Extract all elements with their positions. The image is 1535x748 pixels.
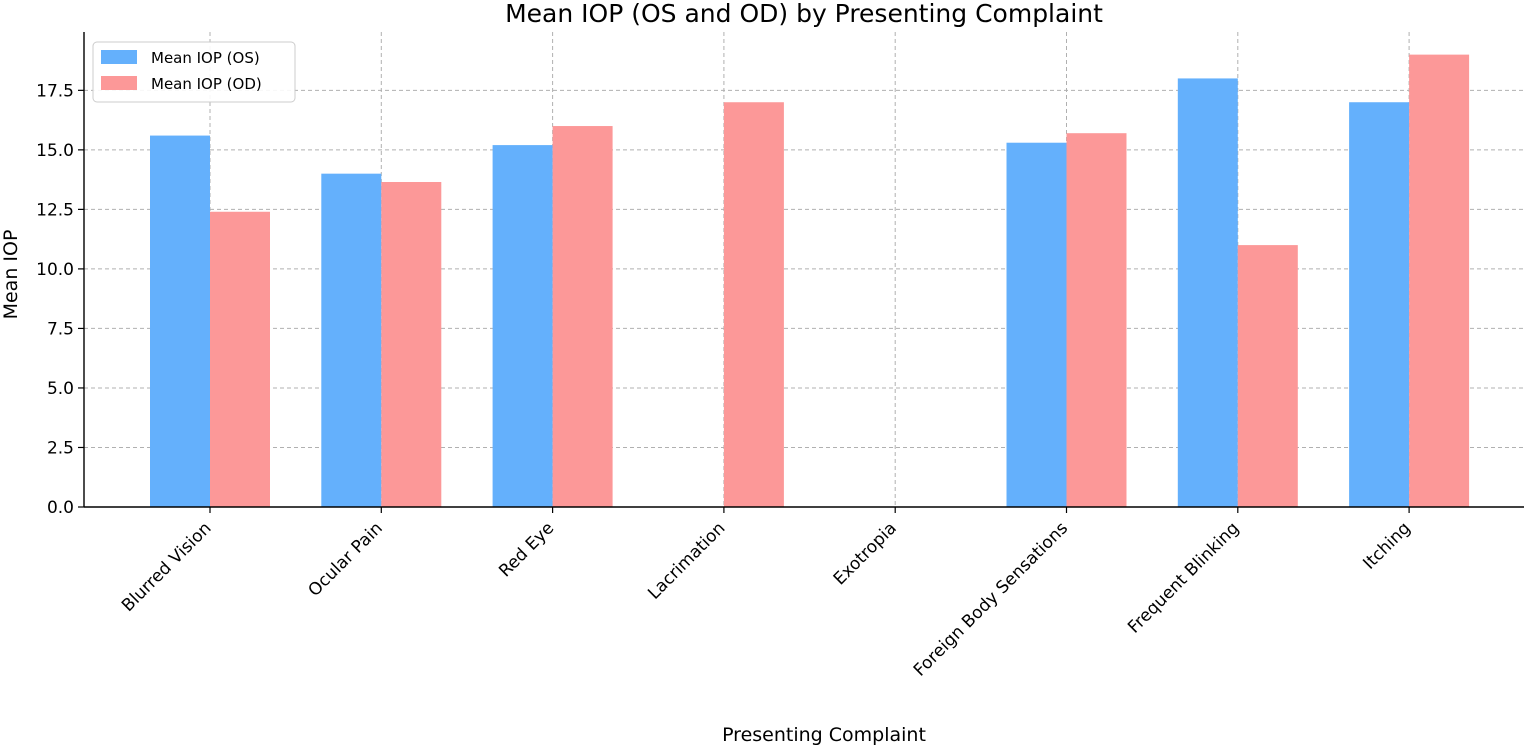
x-tick-label: Blurred Vision: [118, 518, 215, 615]
bar-od: [1066, 133, 1127, 507]
bar-os: [492, 145, 553, 507]
y-tick-label: 0.0: [47, 498, 74, 518]
bar-od: [552, 126, 613, 508]
legend-label: Mean IOP (OD): [151, 75, 262, 93]
x-axis-label: Presenting Complaint: [722, 724, 926, 746]
y-tick-label: 17.5: [36, 81, 74, 101]
legend-frame: [92, 41, 296, 103]
legend-label: Mean IOP (OS): [151, 49, 260, 67]
grid-lines: [84, 32, 1524, 508]
x-tick-label: Exotropia: [830, 518, 901, 589]
bar-os: [150, 135, 210, 508]
bar-os: [1177, 78, 1238, 507]
bar-od: [1409, 54, 1470, 507]
y-tick-label: 2.5: [47, 438, 74, 458]
bar-os: [1006, 142, 1067, 507]
x-tick-label: Foreign Body Sensations: [910, 518, 1072, 680]
y-tick-label: 12.5: [36, 200, 74, 220]
legend: Mean IOP (OS) Mean IOP (OD): [92, 41, 296, 103]
legend-swatch: [101, 76, 137, 90]
x-tick-label: Frequent Blinking: [1124, 518, 1243, 637]
y-tick-label: 10.0: [36, 260, 74, 280]
y-tick-label: 7.5: [47, 319, 74, 339]
legend-swatch: [101, 50, 137, 64]
y-tick-label: 15.0: [36, 141, 74, 161]
x-tick-label: Lacrimation: [644, 518, 729, 603]
x-tick-label: Ocular Pain: [304, 518, 386, 600]
bar-os: [321, 173, 382, 507]
y-axis-ticks: 0.0 2.5 5.0 7.5 10.0 12.5 15.0 17.5: [36, 81, 84, 518]
chart-title: Mean IOP (OS and OD) by Presenting Compl…: [505, 0, 1103, 28]
bar-od: [210, 211, 270, 507]
y-tick-label: 5.0: [47, 379, 74, 399]
axes: [83, 32, 1524, 508]
bar-os: [1349, 102, 1410, 507]
y-axis-label: Mean IOP: [0, 230, 22, 320]
x-axis-ticks: Blurred Vision Ocular Pain Red Eye Lacrimat…: [118, 507, 1415, 681]
x-tick-label: Itching: [1359, 518, 1414, 573]
bar-od: [1237, 245, 1298, 507]
bar-od: [381, 182, 442, 507]
x-tick-label: Red Eye: [495, 518, 558, 581]
bar-od: [723, 102, 784, 507]
bars: [150, 54, 1470, 508]
